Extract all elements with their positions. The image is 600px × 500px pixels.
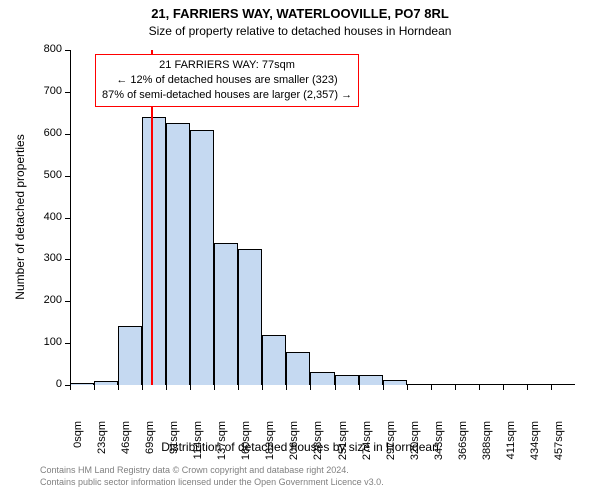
- histogram-bar: [94, 381, 118, 385]
- x-tick-mark: [94, 385, 95, 390]
- y-tick-label: 0: [32, 378, 62, 390]
- x-tick-mark: [238, 385, 239, 390]
- y-tick-label: 400: [32, 211, 62, 223]
- info-line-larger: 87% of semi-detached houses are larger (…: [102, 88, 352, 103]
- y-tick-mark: [65, 50, 70, 51]
- chart-title-address: 21, FARRIERS WAY, WATERLOOVILLE, PO7 8RL: [0, 6, 600, 21]
- x-tick-mark: [310, 385, 311, 390]
- x-tick-mark: [70, 385, 71, 390]
- x-tick-mark: [335, 385, 336, 390]
- y-tick-mark: [65, 301, 70, 302]
- x-tick-mark: [407, 385, 408, 390]
- chart-title-description: Size of property relative to detached ho…: [0, 24, 600, 38]
- x-tick-mark: [359, 385, 360, 390]
- x-tick-mark: [503, 385, 504, 390]
- x-tick-mark: [286, 385, 287, 390]
- y-tick-mark: [65, 92, 70, 93]
- histogram-bar: [214, 243, 238, 385]
- info-line-size: 21 FARRIERS WAY: 77sqm: [102, 58, 352, 73]
- x-tick-mark: [262, 385, 263, 390]
- x-tick-mark: [527, 385, 528, 390]
- y-axis-line: [70, 50, 71, 385]
- property-info-box: 21 FARRIERS WAY: 77sqm ← 12% of detached…: [95, 54, 359, 107]
- y-tick-mark: [65, 176, 70, 177]
- histogram-bar: [310, 372, 334, 385]
- y-tick-label: 300: [32, 252, 62, 264]
- y-tick-label: 200: [32, 294, 62, 306]
- x-tick-mark: [118, 385, 119, 390]
- y-tick-mark: [65, 343, 70, 344]
- y-tick-label: 700: [32, 85, 62, 97]
- y-tick-label: 800: [32, 43, 62, 55]
- y-tick-label: 500: [32, 169, 62, 181]
- x-tick-mark: [479, 385, 480, 390]
- histogram-bar: [70, 383, 94, 385]
- y-tick-mark: [65, 134, 70, 135]
- histogram-bar: [238, 249, 262, 385]
- x-tick-mark: [383, 385, 384, 390]
- x-axis-label: Distribution of detached houses by size …: [0, 440, 600, 454]
- y-tick-label: 100: [32, 336, 62, 348]
- histogram-bar: [118, 326, 142, 385]
- y-axis-label: Number of detached properties: [13, 117, 27, 317]
- chart-container: 21, FARRIERS WAY, WATERLOOVILLE, PO7 8RL…: [0, 0, 600, 500]
- y-tick-mark: [65, 218, 70, 219]
- attribution-line1: Contains HM Land Registry data © Crown c…: [40, 465, 384, 477]
- y-tick-mark: [65, 259, 70, 260]
- x-tick-mark: [431, 385, 432, 390]
- info-line-smaller: ← 12% of detached houses are smaller (32…: [102, 73, 352, 88]
- histogram-bar: [335, 375, 359, 385]
- histogram-bar: [262, 335, 286, 385]
- histogram-bar: [286, 352, 310, 386]
- x-tick-mark: [214, 385, 215, 390]
- histogram-bar: [166, 123, 190, 385]
- histogram-bar: [431, 384, 455, 385]
- x-tick-mark: [551, 385, 552, 390]
- histogram-bar: [190, 130, 214, 385]
- histogram-bar: [383, 380, 407, 385]
- y-tick-label: 600: [32, 127, 62, 139]
- histogram-bar: [359, 375, 383, 385]
- attribution-line2: Contains public sector information licen…: [40, 477, 384, 489]
- x-tick-mark: [190, 385, 191, 390]
- histogram-bar: [503, 384, 527, 385]
- x-tick-mark: [455, 385, 456, 390]
- attribution-text: Contains HM Land Registry data © Crown c…: [40, 465, 384, 488]
- x-tick-mark: [142, 385, 143, 390]
- histogram-bar: [142, 117, 166, 385]
- x-tick-mark: [166, 385, 167, 390]
